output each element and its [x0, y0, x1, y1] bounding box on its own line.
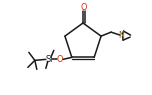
Text: Si: Si	[45, 55, 53, 64]
Text: N: N	[118, 31, 124, 40]
Text: O: O	[81, 3, 87, 12]
Text: O: O	[57, 55, 63, 64]
